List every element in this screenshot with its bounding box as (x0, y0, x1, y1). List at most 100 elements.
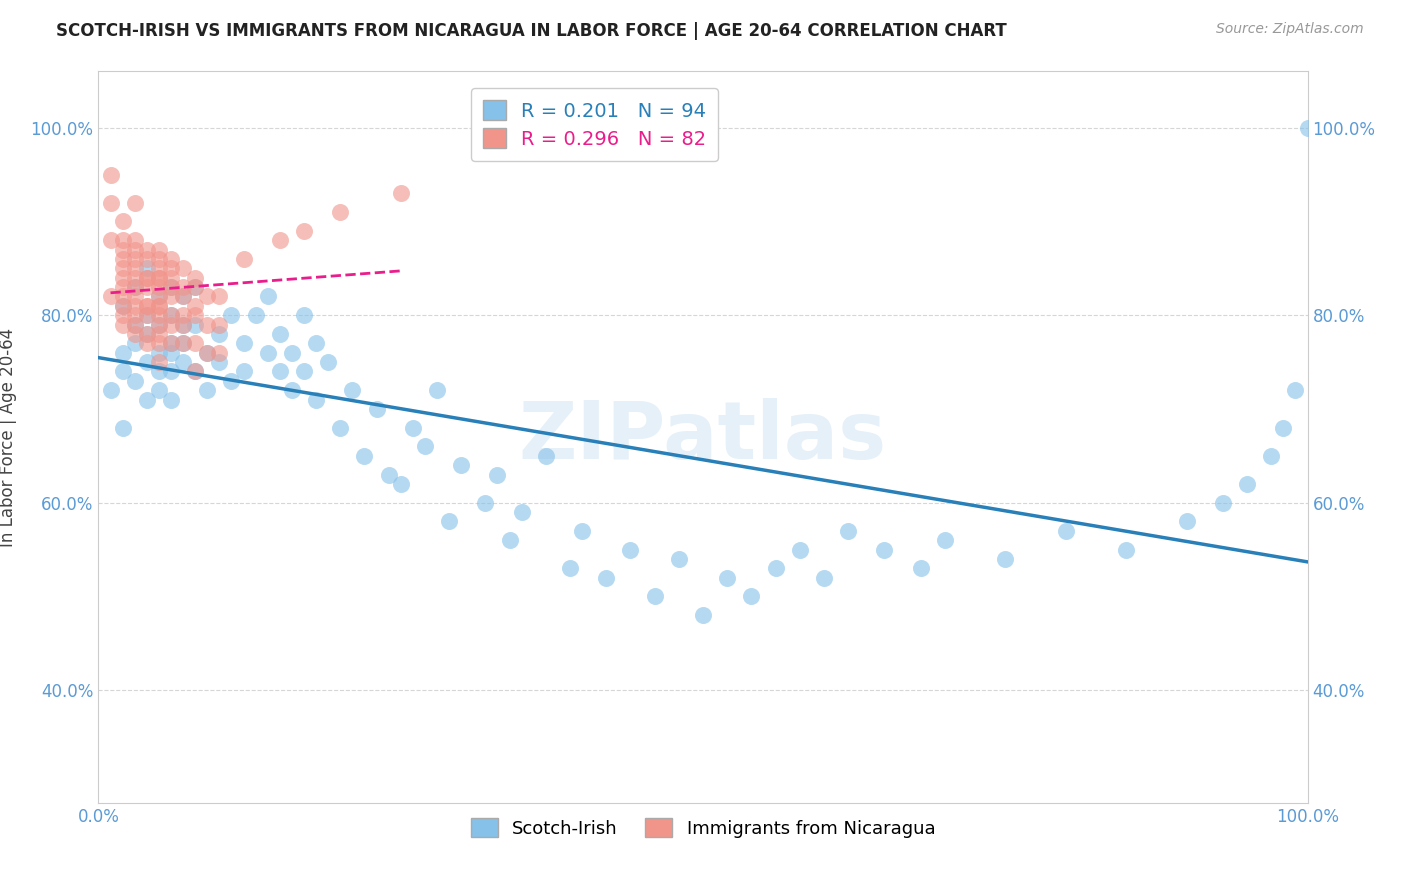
Point (124, 289, 146, 303)
Point (111, 318, 134, 332)
Point (124, 261, 146, 276)
Point (474, 496, 496, 510)
Point (124, 233, 146, 247)
Point (148, 336, 170, 351)
Point (184, 299, 207, 313)
Point (510, 505, 533, 519)
Point (184, 364, 207, 378)
Point (100, 168, 122, 182)
Point (172, 308, 194, 322)
Point (148, 364, 170, 378)
Point (124, 195, 146, 210)
Point (184, 280, 207, 294)
Point (160, 308, 183, 322)
Point (221, 308, 243, 322)
Point (256, 289, 278, 303)
Point (148, 318, 170, 332)
Point (413, 440, 436, 454)
Point (160, 336, 183, 351)
Point (813, 571, 835, 585)
Point (148, 289, 170, 303)
Point (1212, 496, 1234, 510)
Point (208, 318, 231, 332)
Point (184, 280, 207, 294)
Point (160, 345, 183, 359)
Point (100, 195, 122, 210)
Point (232, 252, 254, 266)
Point (232, 364, 254, 378)
Point (124, 270, 146, 285)
Y-axis label: In Labor Force | Age 20-64: In Labor Force | Age 20-64 (0, 327, 17, 547)
Point (195, 345, 218, 359)
Point (148, 299, 170, 313)
Point (135, 355, 157, 369)
Point (329, 205, 352, 219)
Point (160, 392, 183, 407)
Point (1115, 542, 1137, 557)
Text: SCOTCH-IRISH VS IMMIGRANTS FROM NICARAGUA IN LABOR FORCE | AGE 20-64 CORRELATION: SCOTCH-IRISH VS IMMIGRANTS FROM NICARAGU… (56, 22, 1007, 40)
Point (135, 392, 157, 407)
Point (111, 364, 134, 378)
Point (389, 477, 412, 491)
Point (111, 214, 134, 228)
Point (100, 233, 122, 247)
Point (740, 590, 762, 604)
Point (934, 533, 956, 548)
Point (148, 280, 170, 294)
Point (208, 326, 231, 341)
Point (135, 326, 157, 341)
Point (160, 261, 183, 276)
Point (111, 233, 134, 247)
Point (148, 318, 170, 332)
Point (111, 308, 134, 322)
Point (437, 515, 460, 529)
Point (160, 280, 183, 294)
Point (172, 280, 194, 294)
Point (208, 355, 231, 369)
Point (486, 467, 509, 482)
Point (148, 355, 170, 369)
Point (111, 345, 134, 359)
Point (292, 364, 315, 378)
Point (208, 289, 231, 303)
Point (692, 608, 714, 623)
Point (135, 326, 157, 341)
Point (148, 383, 170, 397)
Point (1284, 383, 1306, 397)
Point (160, 318, 183, 332)
Point (1175, 515, 1198, 529)
Point (135, 252, 157, 266)
Point (135, 336, 157, 351)
Point (342, 383, 364, 397)
Point (644, 590, 666, 604)
Point (100, 289, 122, 303)
Point (135, 270, 157, 285)
Point (135, 270, 157, 285)
Point (910, 561, 932, 575)
Point (426, 383, 449, 397)
Point (172, 336, 194, 351)
Point (172, 318, 194, 332)
Point (1236, 477, 1258, 491)
Point (111, 270, 134, 285)
Point (148, 308, 170, 322)
Point (172, 261, 194, 276)
Point (837, 524, 859, 538)
Point (172, 289, 194, 303)
Point (111, 299, 134, 313)
Point (305, 336, 328, 351)
Point (571, 524, 593, 538)
Point (124, 280, 146, 294)
Point (1272, 420, 1295, 434)
Point (124, 318, 146, 332)
Point (305, 392, 328, 407)
Point (195, 318, 218, 332)
Point (135, 299, 157, 313)
Point (389, 186, 412, 201)
Point (256, 345, 278, 359)
Point (172, 289, 194, 303)
Point (124, 299, 146, 313)
Point (195, 289, 218, 303)
Point (111, 261, 134, 276)
Point (245, 308, 267, 322)
